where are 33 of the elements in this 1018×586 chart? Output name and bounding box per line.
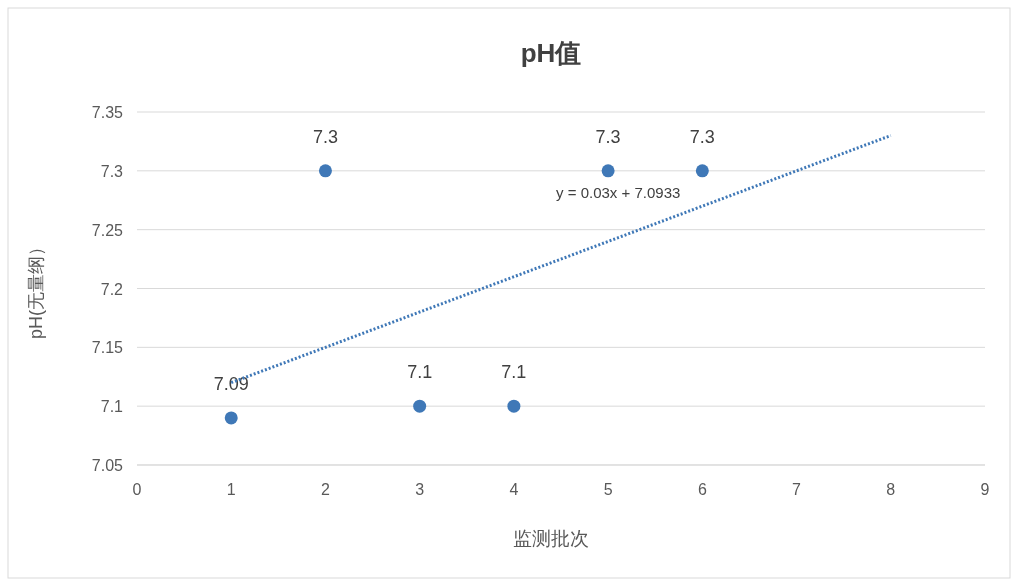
x-tick-label: 6 xyxy=(697,481,707,498)
x-tick-label: 8 xyxy=(886,481,896,498)
x-tick-label: 7 xyxy=(792,481,802,498)
data-label: 7.3 xyxy=(689,126,715,147)
y-tick-label: 7.2 xyxy=(100,280,124,298)
x-tick-label: 4 xyxy=(509,481,519,498)
x-tick-label: 2 xyxy=(320,481,330,498)
data-label: 7.1 xyxy=(501,362,527,383)
x-axis-title: 监测批次 xyxy=(513,528,589,549)
x-tick-label: 0 xyxy=(132,481,142,498)
x-tick-label: 9 xyxy=(980,481,990,498)
x-tick-label: 5 xyxy=(603,481,613,498)
y-tick-label: 7.15 xyxy=(91,339,124,357)
chart-title: pH值 xyxy=(520,38,582,68)
point xyxy=(601,164,615,178)
point xyxy=(413,399,427,413)
y-tick-label: 7.3 xyxy=(100,162,124,180)
annotation: y = 0.03x + 7.0933 xyxy=(556,184,681,202)
x-tick-label: 3 xyxy=(415,481,425,498)
x-tick-label: 1 xyxy=(226,481,236,498)
data-label: 7.09 xyxy=(213,373,249,394)
data-label: 7.1 xyxy=(407,362,433,383)
point xyxy=(224,411,238,425)
data-label: 7.3 xyxy=(312,126,338,147)
point xyxy=(318,164,332,178)
y-tick-label: 7.05 xyxy=(91,457,124,474)
point xyxy=(507,399,521,413)
point xyxy=(695,164,709,178)
y-tick-label: 7.1 xyxy=(100,398,124,416)
y-tick-label: 7.35 xyxy=(91,104,124,121)
y-tick-label: 7.25 xyxy=(91,221,124,239)
data-label: 7.3 xyxy=(595,126,621,147)
y-axis-title: pH(无量纲） xyxy=(26,237,46,340)
